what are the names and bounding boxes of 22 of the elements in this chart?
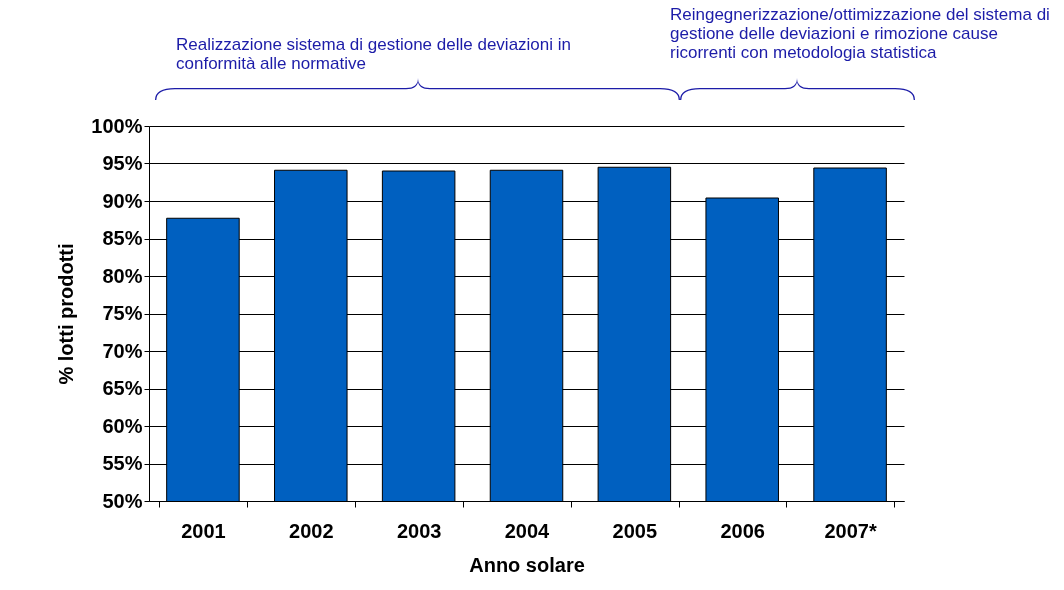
x-tick-label: 2007* xyxy=(824,519,877,542)
x-tick-label: 2002 xyxy=(289,519,334,542)
x-tick-label: 2004 xyxy=(504,519,551,542)
x-tick-label: 2006 xyxy=(720,519,765,542)
x-tick-label: 2003 xyxy=(396,519,442,542)
y-tick-label: 50% xyxy=(102,489,143,512)
y-tick-label: 55% xyxy=(102,452,143,474)
x-tick-label: 2001 xyxy=(181,519,226,542)
y-tick-label: 90% xyxy=(102,189,143,212)
x-tick-label: 2005 xyxy=(612,519,658,542)
y-tick-label: 60% xyxy=(102,414,143,437)
y-tick-label: 85% xyxy=(102,227,143,249)
x-axis-title: Anno solare xyxy=(469,553,585,576)
y-tick-label: 70% xyxy=(102,339,143,362)
y-axis-title: % lotti prodotti xyxy=(55,243,78,385)
y-tick-label: 65% xyxy=(102,377,143,399)
y-tick-label: 80% xyxy=(102,264,143,287)
text: Realizzazione sistema di gestione delle deviazioni in conformità alle normative xyxy=(176,35,572,73)
y-tick-label: 95% xyxy=(102,152,143,174)
text: Reingegnerizzazione/ottimizzazione del sistema di gestione delle deviazioni e rimozione cause ricorrenti con metodologia statistica xyxy=(670,5,1051,62)
y-tick-label: 75% xyxy=(102,302,143,324)
y-tick-label: 100% xyxy=(91,114,143,137)
